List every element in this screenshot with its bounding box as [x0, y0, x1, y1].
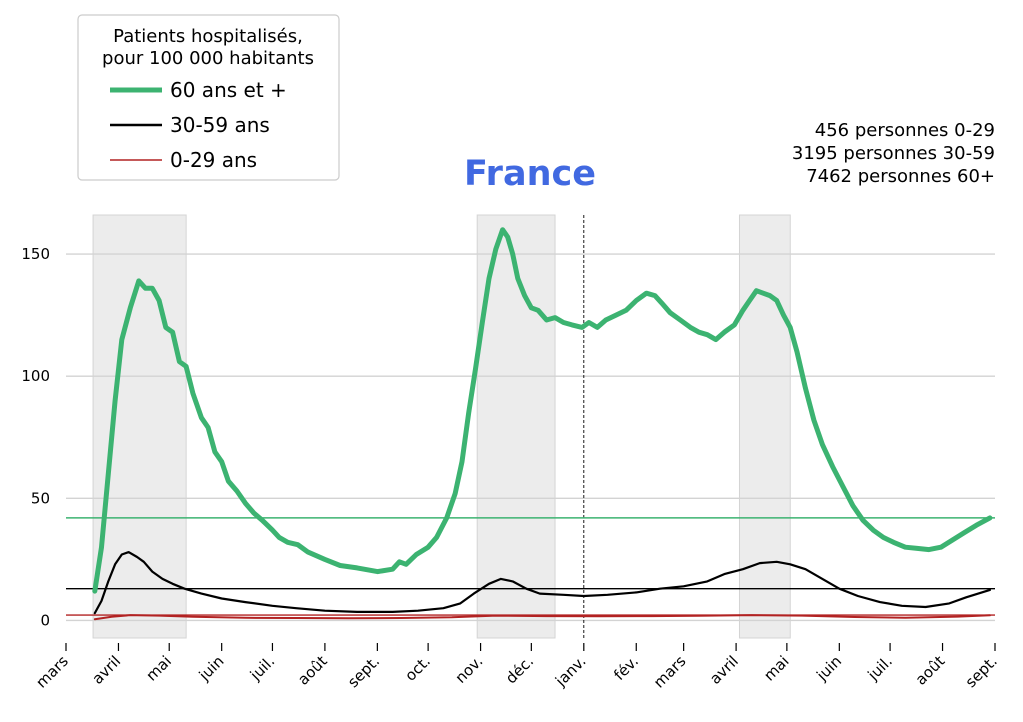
legend-label-1: 30-59 ans	[170, 113, 270, 137]
x-tick-label-9: déc.	[502, 652, 537, 687]
annotation-2: 7462 personnes 60+	[806, 166, 995, 187]
legend-box	[77, 14, 340, 181]
x-tick-label-17: août	[912, 652, 949, 689]
chart-title: France	[464, 154, 596, 194]
x-tick-label-15: juin	[812, 652, 845, 685]
x-tick-label-1: avril	[89, 652, 125, 688]
x-tick-label-5: août	[294, 652, 331, 689]
annotation-0: 456 personnes 0-29	[815, 120, 995, 141]
series-line-1	[93, 551, 991, 615]
series-line-2	[93, 614, 991, 621]
y-tick-label-50: 50	[31, 489, 50, 507]
legend-label-2: 0-29 ans	[170, 148, 257, 172]
x-tick-label-16: juil.	[864, 652, 896, 684]
series-line-0	[92, 227, 993, 594]
shaded-period-0	[92, 214, 187, 639]
legend-label-0: 60 ans et +	[170, 78, 287, 102]
legend-title-line-2: pour 100 000 habitants	[102, 48, 314, 69]
x-tick-label-14: mai	[760, 652, 793, 685]
shaded-period-2	[738, 214, 791, 639]
legend-title-line-1: Patients hospitalisés,	[113, 26, 303, 47]
x-tick-label-10: janv.	[551, 652, 589, 690]
annotation-1: 3195 personnes 30-59	[792, 143, 995, 164]
x-axis: mars avril mai juin juil. août sept. oct. nov. dé…	[32, 643, 1001, 692]
x-tick-label-3: juin	[195, 652, 228, 685]
y-tick-label-0: 0	[40, 611, 50, 629]
x-tick-label-7: oct.	[401, 652, 434, 685]
x-tick-label-0: mars	[32, 652, 72, 692]
x-tick-label-11: fév.	[610, 652, 642, 684]
x-tick-label-4: juil.	[246, 652, 278, 684]
x-tick-label-2: mai	[143, 652, 176, 685]
gridlines	[66, 253, 995, 622]
x-tick-label-6: sept.	[344, 652, 383, 691]
series-lines	[92, 227, 993, 621]
x-tick-label-18: sept.	[962, 652, 1001, 691]
x-tick-label-12: mars	[650, 652, 690, 692]
y-tick-label-100: 100	[21, 367, 50, 385]
x-tick-label-8: nov.	[452, 652, 487, 687]
legend: Patients hospitalisés, pour 100 000 habi…	[77, 14, 340, 181]
y-axis: 0 50 100 150	[21, 245, 50, 629]
y-tick-label-150: 150	[21, 245, 50, 263]
legend-entries: 60 ans et + 30-59 ans 0-29 ans	[110, 78, 287, 172]
lockdown-periods	[92, 214, 791, 639]
x-tick-label-13: avril	[706, 652, 742, 688]
